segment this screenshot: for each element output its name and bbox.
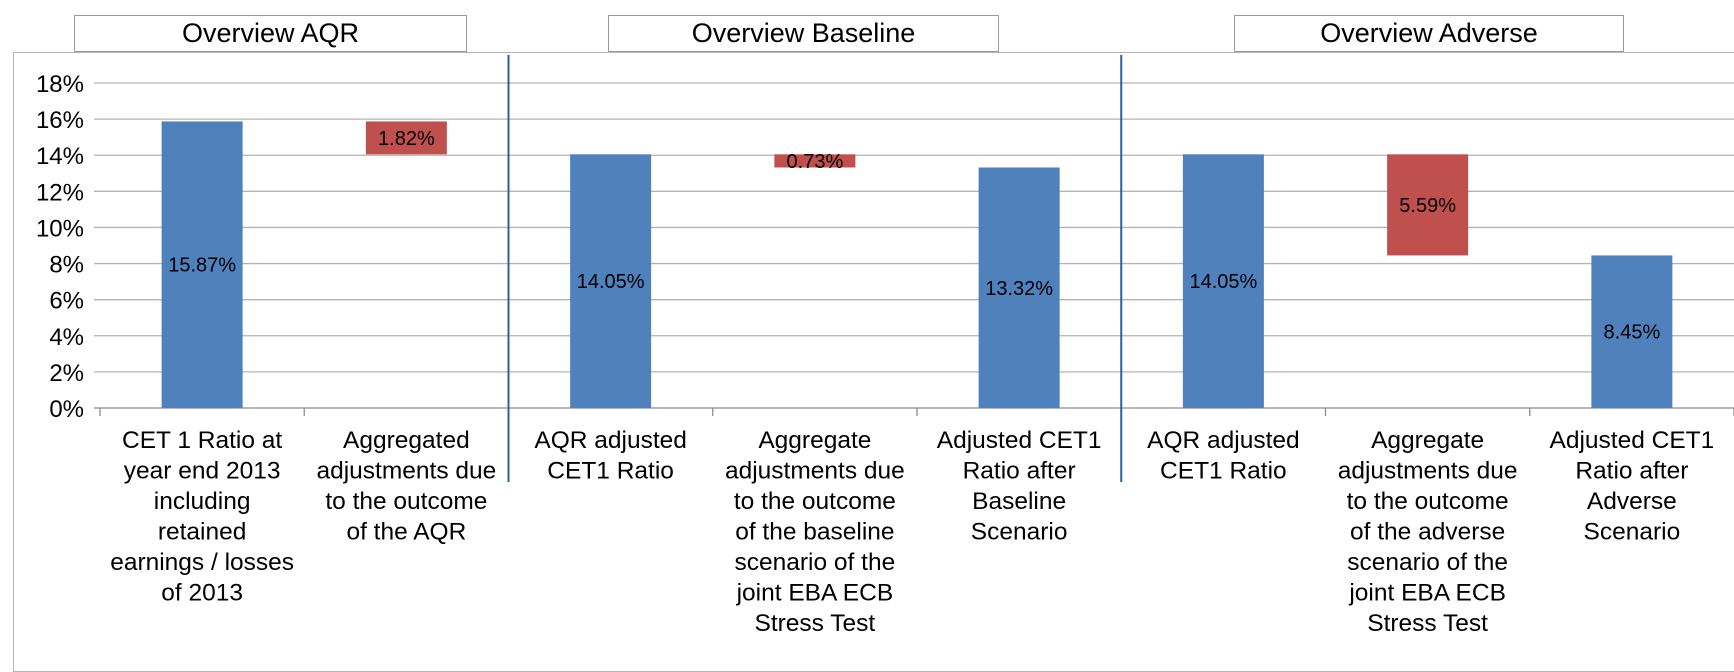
data-label: 0.73% — [787, 151, 844, 173]
category-label: Adjusted CET1 — [1549, 427, 1714, 454]
y-tick-label: 0% — [49, 396, 84, 423]
category-label: Stress Test — [755, 610, 876, 637]
category-label: adjustments due — [1338, 458, 1518, 485]
y-tick-label: 18% — [36, 71, 84, 98]
category-label: joint EBA ECB — [736, 580, 894, 607]
total-bar — [570, 154, 652, 408]
category-label: scenario of the — [735, 549, 896, 576]
data-label: 5.59% — [1399, 195, 1456, 217]
category-label: Ratio after — [1575, 458, 1688, 485]
data-label: 14.05% — [577, 271, 645, 293]
adjustment-bar — [365, 121, 447, 155]
category-label: Ratio after — [963, 458, 1076, 485]
panel-title-baseline: Overview Baseline — [608, 15, 999, 52]
adjustment-bar — [774, 154, 856, 168]
y-tick-label: 8% — [49, 252, 84, 279]
y-tick-label: 14% — [36, 143, 84, 170]
y-tick-label: 2% — [49, 360, 84, 387]
total-bar — [1182, 154, 1264, 408]
y-tick-label: 4% — [49, 324, 84, 351]
total-bar — [978, 167, 1060, 408]
category-label: Stress Test — [1367, 610, 1488, 637]
y-tick-label: 16% — [36, 107, 84, 134]
panel-title-adverse: Overview Adverse — [1234, 15, 1624, 52]
y-tick-label: 10% — [36, 215, 84, 242]
category-label: scenario of the — [1347, 549, 1508, 576]
category-label: Adverse — [1587, 488, 1677, 515]
category-label: to the outcome — [325, 488, 487, 515]
category-label: AQR adjusted — [1147, 427, 1300, 454]
data-label: 15.87% — [168, 255, 236, 277]
category-label: to the outcome — [1347, 488, 1509, 515]
category-label: CET 1 Ratio at — [122, 427, 282, 454]
adjustment-bar — [1387, 154, 1469, 256]
category-label: of the AQR — [346, 519, 466, 546]
category-label: AQR adjusted — [534, 427, 687, 454]
category-label: adjustments due — [316, 458, 496, 485]
y-tick-label: 12% — [36, 179, 84, 206]
category-label: including — [154, 488, 251, 515]
category-label: earnings / losses — [110, 549, 294, 576]
category-label: Aggregate — [1371, 427, 1484, 454]
category-label: CET1 Ratio — [547, 458, 674, 485]
category-label: of the baseline — [735, 519, 894, 546]
y-tick-label: 6% — [49, 288, 84, 315]
category-label: retained — [158, 519, 247, 546]
category-label: year end 2013 — [124, 458, 281, 485]
waterfall-chart: 0% 2% 4% 6% 8% 10% 12% 14% 16% 18% 15.87% CET 1 Rat… — [36, 55, 1734, 637]
category-label: Aggregated — [343, 427, 470, 454]
category-label: Aggregate — [758, 427, 871, 454]
data-label: 1.82% — [378, 128, 435, 150]
data-label: 8.45% — [1604, 322, 1661, 344]
panel-title-aqr: Overview AQR — [74, 15, 467, 52]
category-label: of the adverse — [1350, 519, 1505, 546]
category-label: adjustments due — [725, 458, 905, 485]
category-label: Baseline — [972, 488, 1066, 515]
category-label: to the outcome — [734, 488, 896, 515]
total-bar — [161, 121, 243, 408]
data-label: 14.05% — [1189, 271, 1257, 293]
category-label: joint EBA ECB — [1348, 580, 1506, 607]
category-label: Adjusted CET1 — [937, 427, 1102, 454]
category-label: Scenario — [971, 519, 1068, 546]
data-label: 13.32% — [985, 278, 1053, 300]
category-label: CET1 Ratio — [1160, 458, 1287, 485]
total-bar — [1591, 255, 1673, 408]
category-label: Scenario — [1584, 519, 1681, 546]
category-label: of 2013 — [161, 580, 243, 607]
